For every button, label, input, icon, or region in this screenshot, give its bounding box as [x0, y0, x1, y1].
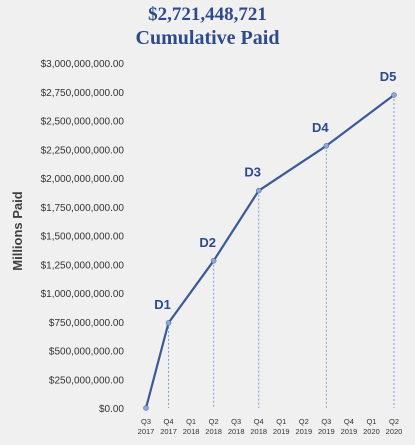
y-tick-label: $1,000,000,000.00 [41, 289, 125, 300]
y-tick-label: $2,500,000,000.00 [41, 117, 125, 128]
x-tick-label: Q4 2017 [160, 417, 177, 436]
y-tick-label: $750,000,000.00 [49, 318, 125, 329]
y-tick-label: $1,750,000,000.00 [41, 203, 125, 214]
chart-subtitle: Cumulative Paid [135, 27, 280, 49]
data-point [143, 405, 149, 411]
y-tick-label: $500,000,000.00 [49, 347, 125, 358]
y-tick-label: $3,000,000,000.00 [41, 59, 125, 70]
drop-lines [168, 95, 395, 408]
x-tick-label: Q2 2020 [386, 417, 403, 436]
x-tick-label: Q1 2018 [183, 417, 200, 436]
data-point [391, 92, 397, 98]
x-axis-ticks: Q3 2017 Q4 2017 Q1 2018 Q2 2018 Q3 2018 Q4 2018 Q1 20… [138, 417, 403, 436]
data-points [143, 92, 397, 411]
y-tick-label: $1,250,000,000.00 [41, 260, 125, 271]
point-label: D1 [154, 297, 171, 312]
x-tick-label: Q4 2019 [341, 417, 358, 436]
y-tick-label: $2,750,000,000.00 [41, 88, 125, 99]
y-tick-label: $2,000,000,000.00 [41, 174, 125, 185]
point-label: D3 [244, 165, 261, 180]
series-line [144, 94, 395, 409]
y-tick-label: $2,250,000,000.00 [41, 145, 125, 156]
point-labels: D1 D2 D3 D4 D5 [154, 69, 396, 312]
point-label: D2 [199, 235, 216, 250]
data-point [210, 258, 217, 264]
y-axis-title: Millions Paid [10, 191, 25, 271]
x-tick-label: Q2 2019 [295, 417, 312, 436]
point-label: D4 [312, 120, 329, 135]
x-tick-label: Q1 2019 [273, 417, 290, 436]
y-axis-ticks: $0.00 $250,000,000.00 $500,000,000.00 $750,… [41, 59, 125, 415]
x-tick-label: Q3 2018 [228, 417, 245, 436]
chart-title: $2,721,448,721 [148, 4, 267, 25]
x-tick-label: Q1 2020 [363, 417, 380, 436]
y-tick-label: $0.00 [99, 404, 124, 415]
point-label: D5 [380, 69, 397, 84]
data-point [255, 187, 262, 194]
y-tick-label: $250,000,000.00 [49, 375, 125, 386]
x-tick-label: Q3 2019 [318, 417, 335, 436]
x-tick-label: Q4 2018 [250, 417, 267, 436]
y-tick-label: $1,500,000,000.00 [41, 232, 125, 243]
data-point [165, 320, 172, 326]
data-point [323, 143, 330, 149]
x-tick-label: Q3 2017 [138, 417, 155, 436]
x-tick-label: Q2 2018 [205, 417, 222, 436]
